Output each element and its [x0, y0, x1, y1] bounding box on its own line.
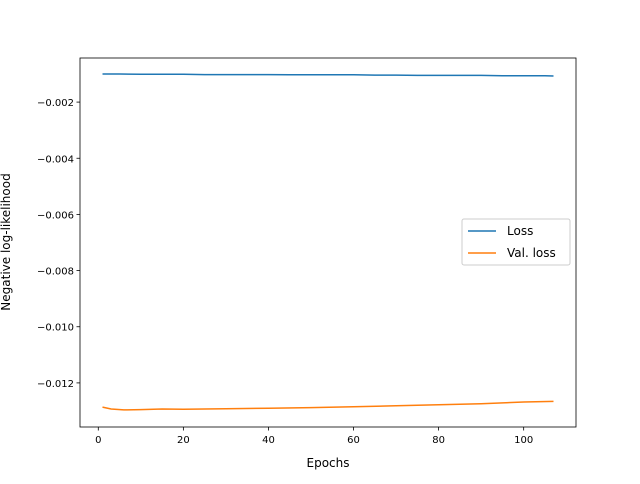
plot-area: [102, 73, 554, 411]
axes-frame: [79, 57, 577, 428]
y-tick-label: −0.010: [37, 323, 74, 334]
y-axis: −0.002 −0.004 −0.006 −0.008 −0.010 −0.012: [37, 98, 80, 390]
legend-label: Val. loss: [507, 246, 556, 260]
x-axis-label: Epochs: [307, 456, 350, 470]
x-tick-label: 40: [262, 435, 275, 446]
y-tick-label: −0.012: [37, 379, 74, 390]
y-tick-label: −0.008: [37, 267, 74, 278]
legend-label: Loss: [507, 224, 533, 238]
series-line-val-loss: [102, 400, 554, 411]
x-tick-label: 100: [514, 435, 533, 446]
y-tick-label: −0.004: [37, 154, 74, 165]
x-tick-label: 60: [347, 435, 360, 446]
legend: Loss Val. loss: [461, 218, 571, 266]
y-tick-label: −0.002: [37, 98, 74, 109]
series-line-loss: [102, 73, 554, 77]
y-axis-label: Negative log-likelihood: [0, 173, 13, 310]
x-tick-label: 80: [432, 435, 445, 446]
x-axis: 0 20 40 60 80 100: [95, 427, 533, 446]
x-tick-label: 0: [95, 435, 101, 446]
x-tick-label: 20: [177, 435, 190, 446]
y-tick-label: −0.006: [37, 210, 74, 221]
